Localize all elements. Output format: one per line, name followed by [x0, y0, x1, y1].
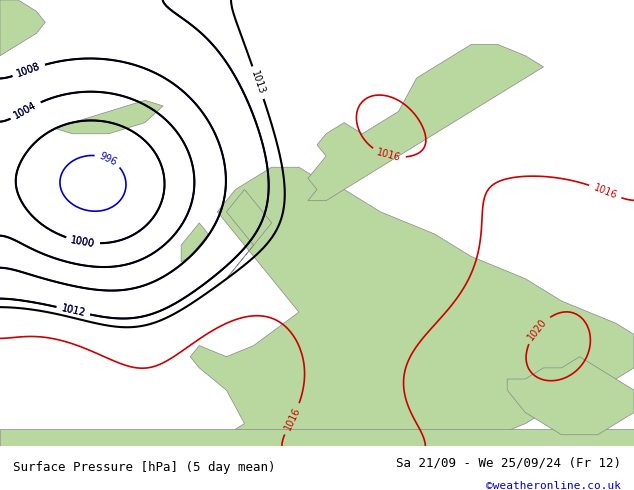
Text: Surface Pressure [hPa] (5 day mean): Surface Pressure [hPa] (5 day mean) — [13, 462, 275, 474]
Text: 1020: 1020 — [526, 317, 549, 342]
Text: 1012: 1012 — [60, 303, 86, 318]
Text: 1008: 1008 — [15, 61, 42, 79]
Polygon shape — [226, 190, 272, 279]
Text: 1004: 1004 — [12, 100, 39, 121]
Bar — [0, 429, 634, 446]
Polygon shape — [181, 223, 209, 262]
Text: 1000: 1000 — [70, 235, 96, 249]
Text: 1000: 1000 — [70, 235, 96, 249]
Text: 1008: 1008 — [15, 61, 42, 79]
Text: 1012: 1012 — [60, 303, 86, 318]
Text: Sa 21/09 - We 25/09/24 (Fr 12): Sa 21/09 - We 25/09/24 (Fr 12) — [396, 457, 621, 470]
Text: 1013: 1013 — [249, 70, 267, 96]
Text: 1004: 1004 — [12, 100, 39, 121]
Polygon shape — [308, 45, 543, 201]
Text: 1016: 1016 — [375, 147, 402, 164]
Polygon shape — [190, 167, 634, 435]
Text: 996: 996 — [98, 150, 119, 168]
Polygon shape — [507, 357, 634, 435]
Polygon shape — [0, 0, 45, 56]
Text: 1016: 1016 — [283, 406, 302, 432]
Text: 1016: 1016 — [592, 182, 619, 200]
Text: ©weatheronline.co.uk: ©weatheronline.co.uk — [486, 481, 621, 490]
Polygon shape — [55, 100, 163, 134]
